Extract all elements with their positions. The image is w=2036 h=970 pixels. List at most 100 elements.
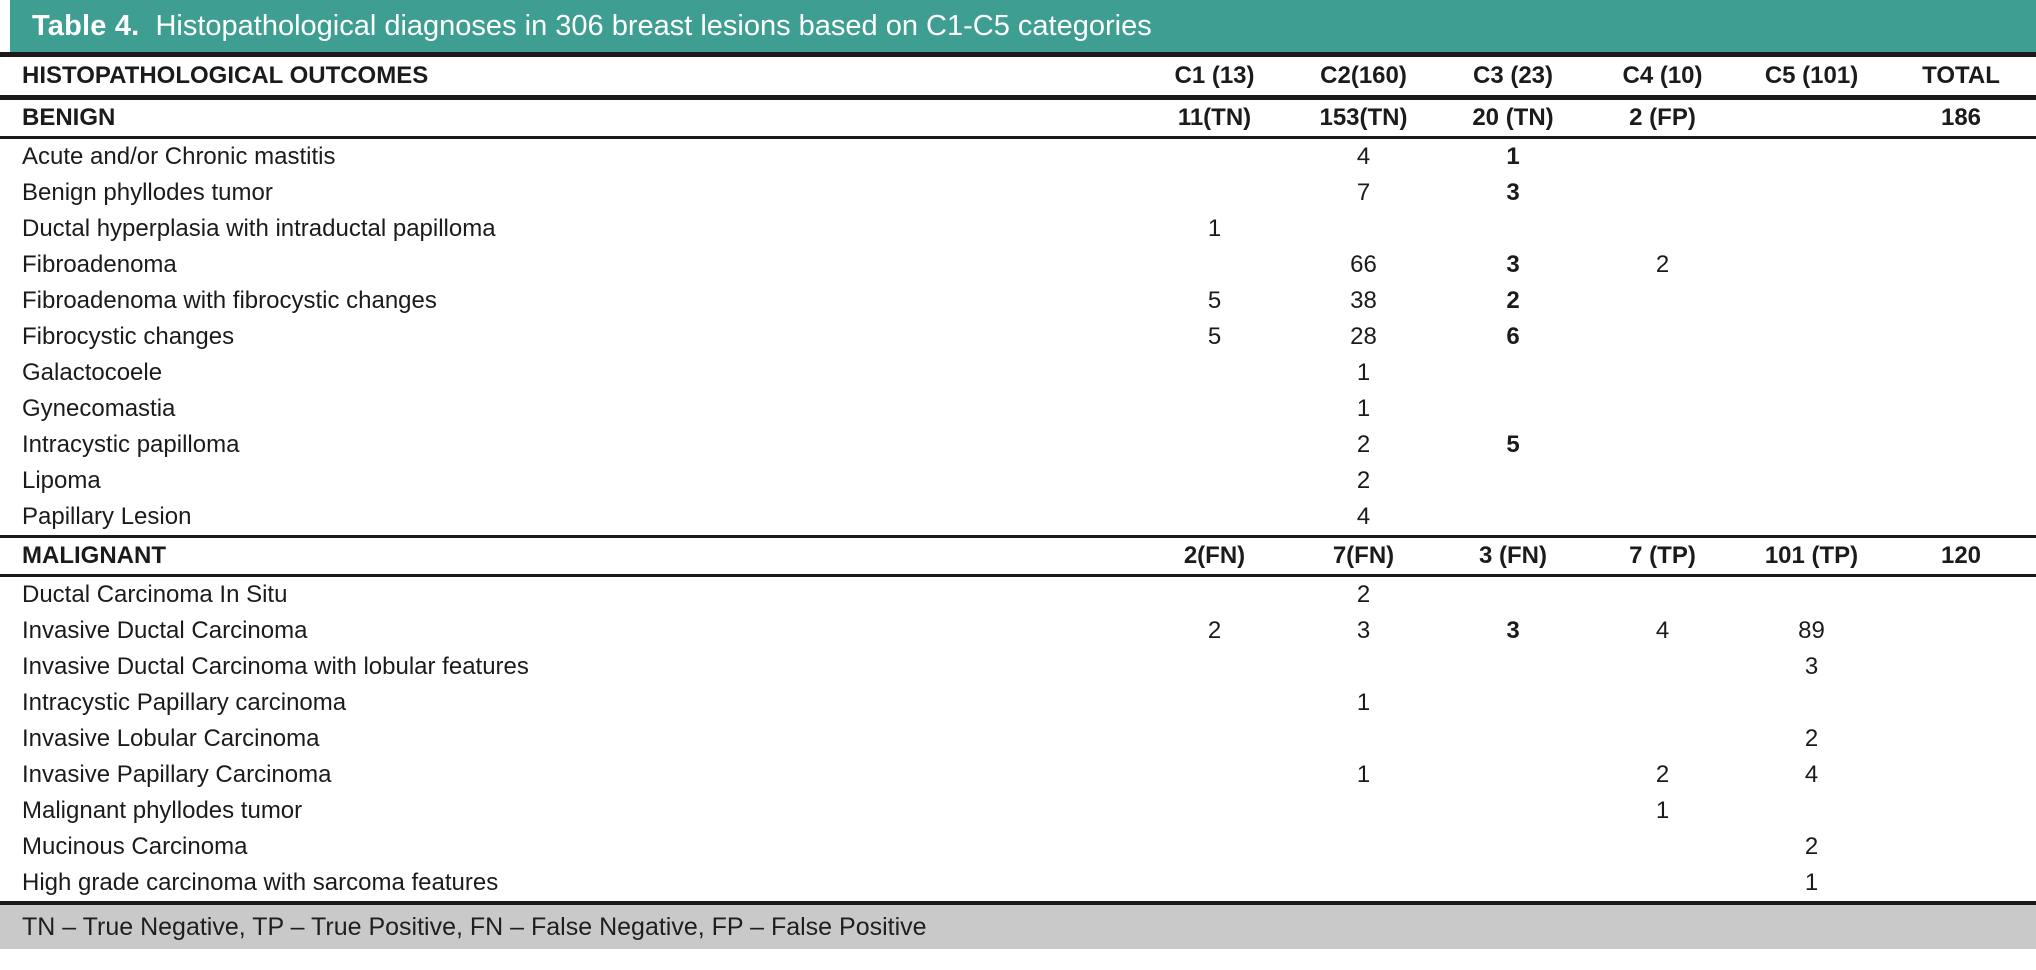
value-cell: [1588, 829, 1737, 865]
section-summary-cell: 186: [1886, 97, 2036, 139]
footnote-text: TN – True Negative, TP – True Positive, …: [22, 913, 927, 941]
value-cell: 3: [1506, 251, 1520, 278]
value-cell: [1737, 283, 1886, 319]
value-cell: 4: [1655, 617, 1670, 644]
value-cell: 1: [1207, 215, 1222, 242]
value-cell: 7: [1356, 179, 1371, 206]
section-summary-cell: 20 (TN): [1438, 97, 1588, 139]
value-cell: [1737, 138, 1886, 176]
value-cell: 3: [1804, 653, 1819, 680]
diagnosis-label: Galactocoele: [22, 359, 163, 386]
value-cell: [1737, 463, 1886, 499]
table-row: Ductal Carcinoma In Situ 2: [0, 576, 2036, 614]
value-cell: [1588, 499, 1737, 537]
table-row: Invasive Lobular Carcinoma 2: [0, 721, 2036, 757]
value-cell: 2: [1506, 287, 1520, 314]
table-row: Fibroadenoma 66 3 2: [0, 247, 2036, 283]
diagnosis-label: Fibroadenoma: [22, 251, 177, 278]
table-row: Ductal hyperplasia with intraductal papi…: [0, 211, 2036, 247]
value-cell: 2: [1655, 251, 1670, 278]
value-cell: [1438, 793, 1588, 829]
value-cell: [1438, 463, 1588, 499]
value-cell: [1588, 175, 1737, 211]
table-row: Intracystic papilloma 2 5: [0, 427, 2036, 463]
value-cell: [1588, 319, 1737, 355]
diagnosis-label: High grade carcinoma with sarcoma featur…: [22, 869, 499, 896]
table-row: Benign phyllodes tumor 7 3: [0, 175, 2036, 211]
value-cell: [1438, 685, 1588, 721]
value-cell: 2: [1804, 833, 1819, 860]
value-cell: [1737, 499, 1886, 537]
value-cell: [1438, 499, 1588, 537]
value-cell: [1588, 138, 1737, 176]
value-cell: 1: [1804, 869, 1819, 896]
value-cell: [1886, 175, 2036, 211]
section-summary-cell: 11(TN): [1140, 97, 1289, 139]
value-cell: [1140, 576, 1289, 614]
value-cell: [1588, 649, 1737, 685]
value-cell: 3: [1506, 617, 1520, 644]
diagnosis-label: Intracystic Papillary carcinoma: [22, 689, 347, 716]
diagnoses-table: HISTOPATHOLOGICAL OUTCOMES C1 (13) C2(160)…: [0, 57, 2036, 901]
section-summary-cell: 2 (FP): [1588, 97, 1737, 139]
diagnosis-label: Invasive Ductal Carcinoma with lobular f…: [22, 653, 529, 680]
value-cell: [1438, 865, 1588, 901]
value-cell: [1140, 649, 1289, 685]
diagnosis-label: Gynecomastia: [22, 395, 176, 422]
table-row: Galactocoele 1: [0, 355, 2036, 391]
value-cell: [1737, 319, 1886, 355]
table-row: Fibroadenoma with fibrocystic changes 5 38…: [0, 283, 2036, 319]
diagnosis-label: Fibrocystic changes: [22, 323, 235, 350]
diagnosis-label: Invasive Lobular Carcinoma: [22, 725, 320, 752]
value-cell: [1886, 391, 2036, 427]
value-cell: [1737, 685, 1886, 721]
diagnosis-label: Fibroadenoma with fibrocystic changes: [22, 287, 437, 314]
column-header-c3: C3 (23): [1438, 57, 1588, 100]
value-cell: [1588, 721, 1737, 757]
value-cell: [1588, 685, 1737, 721]
value-cell: 2: [1356, 431, 1371, 458]
section-summary-cell: 153(TN): [1289, 97, 1438, 139]
value-cell: 2: [1207, 617, 1222, 644]
table-caption: Histopathological diagnoses in 306 breas…: [155, 9, 1152, 42]
value-cell: 6: [1506, 323, 1520, 350]
value-cell: [1737, 175, 1886, 211]
value-cell: [1289, 649, 1438, 685]
value-cell: [1140, 721, 1289, 757]
value-cell: [1737, 427, 1886, 463]
value-cell: 5: [1207, 287, 1222, 314]
value-cell: [1588, 211, 1737, 247]
value-cell: [1438, 576, 1588, 614]
footnote-bar: TN – True Negative, TP – True Positive, …: [0, 901, 2036, 949]
section-row-benign: BENIGN 11(TN) 153(TN) 20 (TN) 2 (FP) 186: [0, 97, 2036, 139]
value-cell: 28: [1350, 323, 1377, 350]
value-cell: 4: [1804, 761, 1819, 788]
value-cell: [1588, 463, 1737, 499]
diagnosis-label: Acute and/or Chronic mastitis: [22, 143, 336, 170]
value-cell: [1140, 391, 1289, 427]
value-cell: [1438, 211, 1588, 247]
value-cell: [1289, 829, 1438, 865]
value-cell: [1289, 793, 1438, 829]
section-summary-cell: 101 (TP): [1737, 535, 1886, 577]
value-cell: [1588, 283, 1737, 319]
table-row: High grade carcinoma with sarcoma featur…: [0, 865, 2036, 901]
value-cell: [1438, 355, 1588, 391]
diagnosis-label: Mucinous Carcinoma: [22, 833, 248, 860]
value-cell: [1140, 829, 1289, 865]
value-cell: [1737, 355, 1886, 391]
value-cell: [1140, 175, 1289, 211]
section-label: MALIGNANT: [0, 535, 1140, 577]
value-cell: [1289, 865, 1438, 901]
value-cell: [1886, 211, 2036, 247]
value-cell: 1: [1506, 143, 1520, 170]
value-cell: 2: [1356, 581, 1371, 608]
value-cell: [1886, 721, 2036, 757]
value-cell: 2: [1356, 467, 1371, 494]
table-row: Invasive Ductal Carcinoma 2 3 3 4 89: [0, 613, 2036, 649]
section-summary-cell: 2(FN): [1140, 535, 1289, 577]
table-row: Invasive Papillary Carcinoma 1 2 4: [0, 757, 2036, 793]
table-row: Papillary Lesion 4: [0, 499, 2036, 537]
table-title-bar: Table 4. Histopathological diagnoses in …: [0, 0, 2036, 57]
table-title: Table 4. Histopathological diagnoses in …: [10, 0, 2036, 52]
